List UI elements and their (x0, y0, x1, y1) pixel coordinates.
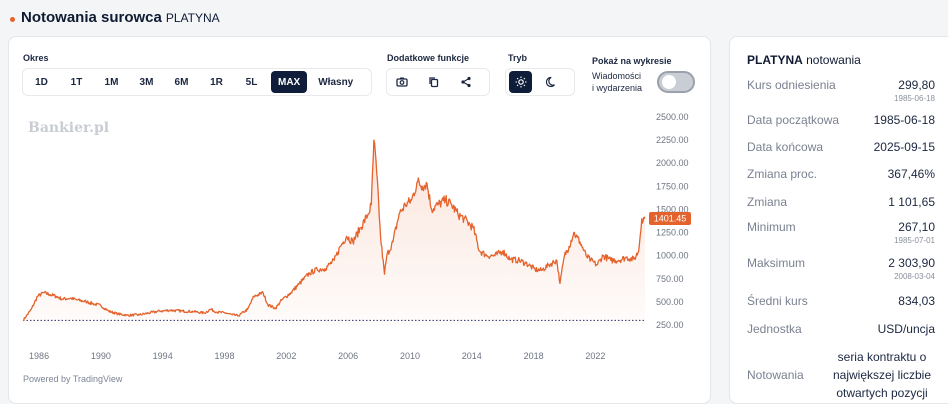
camera-icon[interactable] (390, 71, 414, 93)
series-area (23, 140, 645, 325)
last-value-badge (649, 212, 691, 226)
news-label-line2: i wydarzenia (592, 83, 643, 93)
stat-row-unit: Jednostka USD/uncja (747, 322, 935, 336)
bullet-icon (10, 16, 15, 22)
stats-title: PLATYNA notowania (747, 53, 861, 67)
stat-value: 1985-06-18 (873, 113, 935, 127)
x-tick-label: 1994 (153, 351, 173, 361)
y-tick-label: 1250.00 (656, 228, 689, 238)
stats-title-bold: PLATYNA (747, 53, 803, 67)
moon-icon[interactable] (540, 71, 563, 93)
period-button-1d[interactable]: 1D (35, 76, 48, 88)
share-icon[interactable] (454, 71, 478, 93)
stat-row-quotes: Notowania seria kontraktu o największej … (747, 348, 935, 402)
stat-label: Zmiana (747, 195, 788, 209)
stat-label: Maksimum (747, 256, 806, 270)
stat-row-maximum: Maksimum 2 303,90 2008-03-04 (747, 256, 935, 281)
toggle-knob (662, 75, 676, 89)
stat-value: 367,46% (887, 167, 935, 181)
chart-card: Okres 1D 1T 1M 3M 6M 1R 5L MAX Własny Do… (8, 36, 711, 404)
stats-title-rest: notowania (806, 53, 861, 67)
y-tick-label: 2500.00 (656, 112, 689, 122)
period-button-1r[interactable]: 1R (210, 76, 223, 88)
page-header: Notowania surowca PLATYNA (10, 6, 220, 28)
period-button-max[interactable]: MAX (271, 71, 308, 93)
stat-value: 299,80 (898, 78, 935, 92)
stat-label: Data początkowa (747, 113, 840, 127)
watermark: Bankier.pl (28, 120, 109, 136)
stats-card: PLATYNA notowania Kurs odniesienia 299,8… (729, 36, 948, 404)
stat-row-minimum: Minimum 267,10 1985-07-01 (747, 220, 935, 245)
stat-value: USD/uncja (877, 322, 935, 336)
stat-date: 1985-07-01 (894, 236, 935, 245)
x-tick-label: 1986 (29, 351, 49, 361)
stat-value: 1 101,65 (888, 195, 935, 209)
y-tick-label: 750.00 (656, 274, 684, 284)
period-button-1m[interactable]: 1M (104, 76, 119, 88)
stat-row-change-percent: Zmiana proc. 367,46% (747, 167, 935, 181)
x-tick-label: 1990 (91, 351, 111, 361)
stat-label: Zmiana proc. (747, 167, 818, 181)
stat-row-start-date: Data początkowa 1985-06-18 (747, 113, 935, 127)
stat-row-change: Zmiana 1 101,65 (747, 195, 935, 209)
y-tick-label: 250.00 (656, 320, 684, 330)
y-tick-label: 1750.00 (656, 181, 689, 191)
x-tick-label: 2018 (524, 351, 544, 361)
y-tick-label: 2000.00 (656, 158, 689, 168)
period-button-1t[interactable]: 1T (70, 76, 83, 88)
x-tick-label: 2010 (400, 351, 420, 361)
stat-label: Kurs odniesienia (747, 78, 836, 92)
stat-value: 834,03 (898, 294, 935, 308)
period-button-5l[interactable]: 5L (245, 76, 258, 88)
x-tick-label: 2014 (462, 351, 482, 361)
x-tick-label: 1998 (214, 351, 234, 361)
series-line (22, 139, 646, 322)
last-value-label: 1401.45 (654, 214, 687, 224)
stat-label: Data końcowa (747, 140, 824, 154)
x-tick-label: 2006 (338, 351, 358, 361)
stat-label: Średni kurs (747, 294, 808, 308)
y-tick-label: 500.00 (656, 297, 684, 307)
stat-label: Jednostka (747, 322, 802, 336)
stat-row-end-date: Data końcowa 2025-09-15 (747, 140, 935, 154)
sun-icon[interactable] (509, 71, 532, 93)
powered-by[interactable]: Powered by TradingView (23, 374, 123, 384)
extra-functions-toolbar (386, 68, 490, 96)
stat-value: seria kontraktu o największej liczbie ot… (832, 350, 932, 400)
x-tick-label: 2002 (276, 351, 296, 361)
stat-row-average: Średni kurs 834,03 (747, 294, 935, 308)
page-subtitle: PLATYNA (165, 11, 220, 25)
y-tick-label: 1500.00 (656, 204, 689, 214)
news-toggle[interactable] (657, 71, 695, 93)
stat-row-reference: Kurs odniesienia 299,80 1985-06-18 (747, 78, 935, 103)
stat-date: 2008-03-04 (894, 272, 935, 281)
price-chart[interactable]: Bankier.pl 2500.00 2250.00 2000.00 1750.00 15… (9, 37, 712, 404)
copy-icon[interactable] (422, 71, 446, 93)
x-tick-label: 2022 (585, 351, 605, 361)
stat-label: Notowania (747, 368, 804, 382)
stat-value: 2025-09-15 (873, 140, 935, 154)
news-label: Wiadomości i wydarzenia (592, 70, 642, 94)
period-toolbar: 1D 1T 1M 3M 6M 1R 5L MAX Własny (22, 68, 372, 96)
y-tick-label: 1000.00 (656, 251, 689, 261)
extra-functions-label: Dodatkowe funkcje (387, 53, 470, 63)
y-tick-label: 2250.00 (656, 135, 689, 145)
show-on-chart-label: Pokaż na wykresie (592, 56, 672, 66)
period-button-3m[interactable]: 3M (139, 76, 154, 88)
news-label-line1: Wiadomości (592, 71, 642, 81)
mode-label: Tryb (508, 53, 528, 63)
stat-date: 1985-06-18 (894, 94, 935, 103)
stat-value: 2 303,90 (888, 256, 935, 270)
stat-value: 267,10 (898, 220, 935, 234)
mode-toolbar (505, 68, 575, 96)
period-button-custom[interactable]: Własny (318, 76, 354, 88)
stat-label: Minimum (747, 220, 796, 234)
page-title: Notowania surowca (21, 8, 162, 26)
period-button-6m[interactable]: 6M (174, 76, 189, 88)
period-label: Okres (23, 53, 49, 63)
